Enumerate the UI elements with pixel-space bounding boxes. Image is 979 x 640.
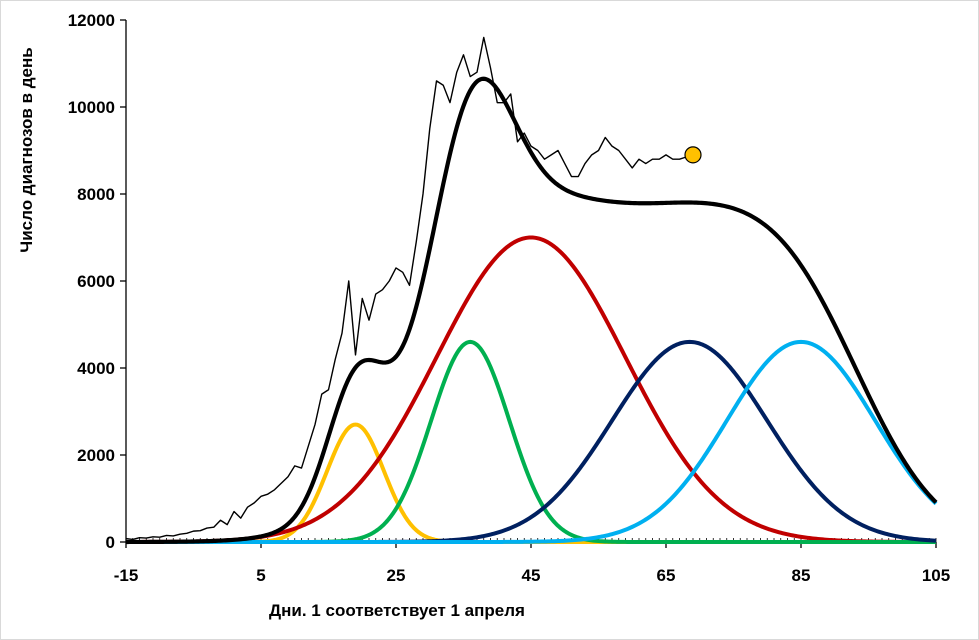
y-tick-label: 6000 <box>77 272 115 291</box>
y-tick-label: 0 <box>106 533 115 552</box>
labels-layer: 0 2000 4000 6000 8000 10000 12000 -15 5 25 45 65 85 1… <box>68 11 950 585</box>
x-axis-title: Дни. 1 соответствует 1 апреля <box>269 601 525 620</box>
x-tick-label: 5 <box>256 566 265 585</box>
x-tick-label: 45 <box>522 566 541 585</box>
x-tick-label: -15 <box>114 566 139 585</box>
y-axis-title: Число диагнозов в день <box>17 47 36 252</box>
x-tick-label: 105 <box>922 566 950 585</box>
wave-cyan-curve <box>125 339 938 544</box>
observed-daily-line <box>125 36 694 541</box>
model-sum-curve <box>125 76 938 545</box>
x-tick-label: 65 <box>657 566 676 585</box>
curves-layer <box>125 36 938 545</box>
wave-navy-curve <box>125 339 937 544</box>
y-tick-label: 8000 <box>77 185 115 204</box>
y-tick-label: 10000 <box>68 98 115 117</box>
x-tick-label: 85 <box>792 566 811 585</box>
wave-green-curve <box>125 339 937 544</box>
y-tick-label: 2000 <box>77 446 115 465</box>
endpoint-marker <box>684 146 702 164</box>
y-tick-label: 4000 <box>77 359 115 378</box>
x-tick-label: 25 <box>387 566 406 585</box>
y-tick-label: 12000 <box>68 11 115 30</box>
